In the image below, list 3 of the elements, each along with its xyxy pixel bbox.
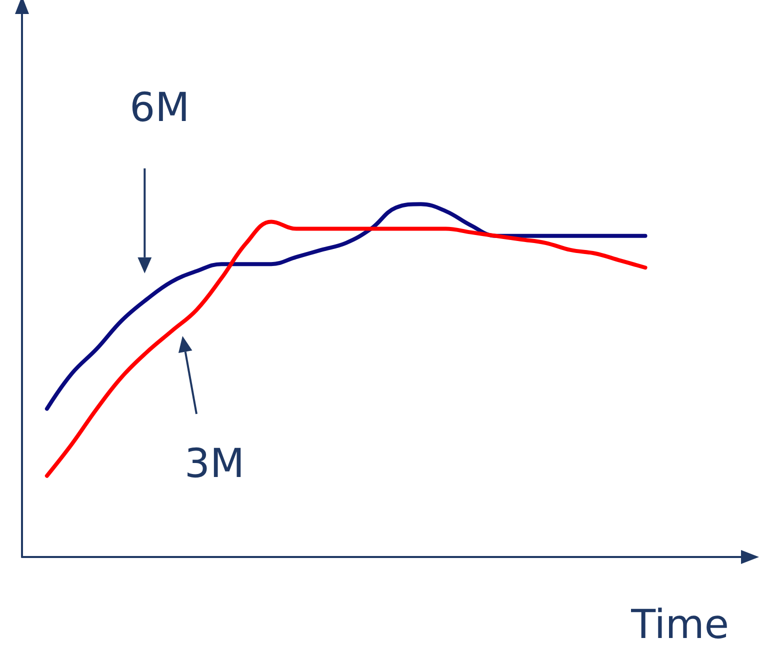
text: 6M [130, 85, 190, 132]
annotation: 3M [184, 440, 244, 487]
x-axis-title: Time [630, 602, 729, 647]
